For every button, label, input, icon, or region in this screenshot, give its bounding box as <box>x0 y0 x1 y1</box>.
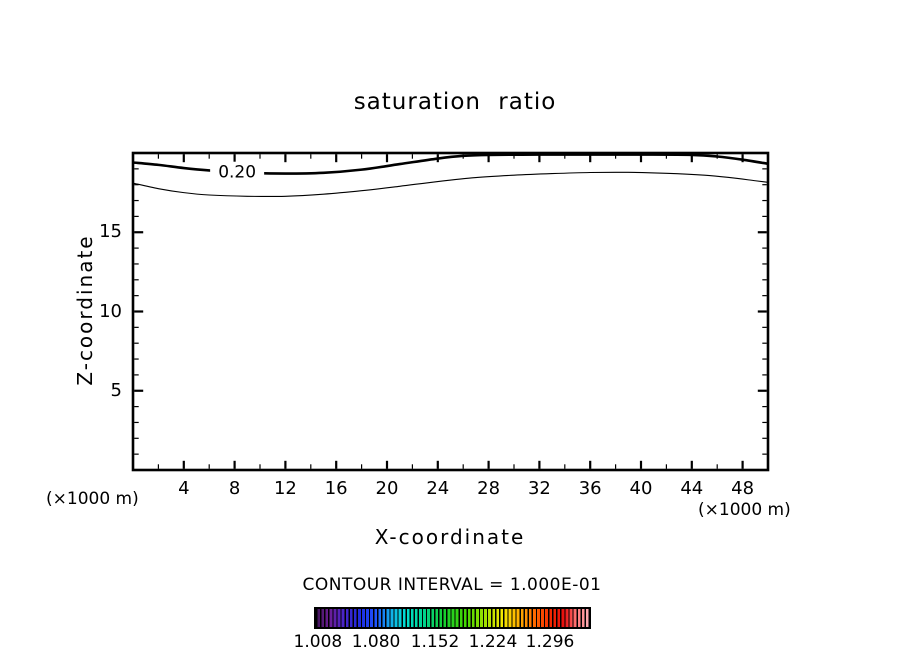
x-axis-title: X-coordinate <box>374 525 526 549</box>
z-tick-label: 5 <box>110 379 122 401</box>
colorbar-tick-label: 1.008 <box>293 632 343 652</box>
x-tick-label: 36 <box>578 478 602 499</box>
colorbar-tick-label: 1.296 <box>525 632 575 652</box>
contour-label: 0.20 <box>218 163 256 183</box>
colorbar-strip-separators <box>316 609 589 627</box>
x-tick-label: 40 <box>629 478 653 499</box>
colorbar-tick-label: 1.152 <box>410 632 460 652</box>
contour-line-0.2 <box>132 153 769 175</box>
x-tick-label: 28 <box>477 478 501 499</box>
plot-frame <box>131 151 770 472</box>
x-tick-label: 8 <box>228 478 241 499</box>
z-tick-label: 10 <box>99 300 122 322</box>
x-units-note-right: (×1000 m) <box>698 500 791 520</box>
z-axis-title: Z-coordinate <box>73 234 97 386</box>
x-tick-label: 48 <box>731 478 755 499</box>
x-tick-label: 24 <box>426 478 450 499</box>
colorbar-tick-label: 1.224 <box>468 632 518 652</box>
colorbar-tick-label: 1.080 <box>351 632 401 652</box>
contour-interval-label: CONTOUR INTERVAL = 1.000E-01 <box>302 575 602 595</box>
x-tick-label: 20 <box>375 478 399 499</box>
x-tick-label: 44 <box>680 478 704 499</box>
chart-title: saturation ratio <box>353 89 557 115</box>
x-tick-label: 12 <box>273 478 297 499</box>
x-tick-label: 32 <box>527 478 551 499</box>
z-tick-label: 15 <box>99 221 122 243</box>
colorbar <box>314 607 591 629</box>
contour-label-mask <box>210 161 265 182</box>
x-units-note-left: (×1000 m) <box>46 489 139 509</box>
contour-line-0.1 <box>132 171 769 198</box>
x-tick-label: 4 <box>178 478 190 499</box>
x-tick-label: 16 <box>324 478 348 499</box>
